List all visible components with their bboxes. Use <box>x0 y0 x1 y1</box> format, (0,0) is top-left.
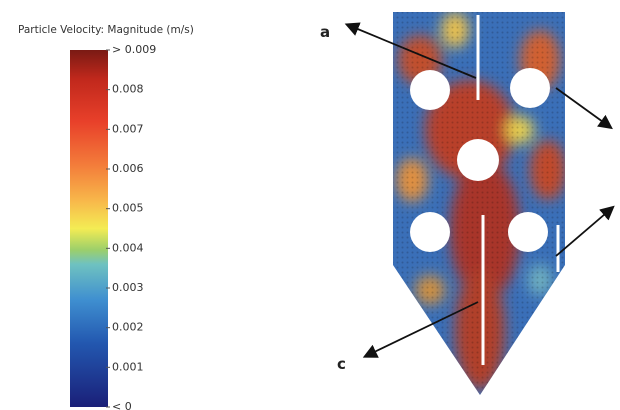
colorbar <box>70 50 108 407</box>
figure: Particle Velocity: Magnitude (m/s) > 0.0… <box>0 0 620 410</box>
label-a: a <box>320 23 330 41</box>
tick-label: 0.007 <box>112 122 144 135</box>
tick-label: 0.003 <box>112 281 144 294</box>
simulation-image <box>390 10 570 400</box>
label-c: c <box>337 355 346 373</box>
tick-label: 0.005 <box>112 202 144 215</box>
tick-label: 0.002 <box>112 321 144 334</box>
tick-label: 0.001 <box>112 360 144 373</box>
colorbar-title: Particle Velocity: Magnitude (m/s) <box>18 24 194 36</box>
tick-label: < 0 <box>112 400 132 410</box>
tick-label: > 0.009 <box>112 43 156 56</box>
tick-label: 0.004 <box>112 241 144 254</box>
tick-label: 0.008 <box>112 83 144 96</box>
tick-label: 0.006 <box>112 162 144 175</box>
